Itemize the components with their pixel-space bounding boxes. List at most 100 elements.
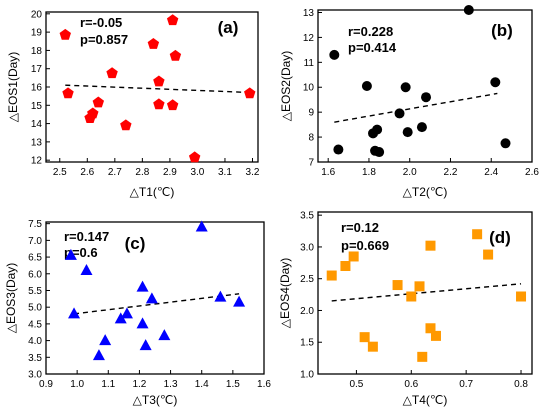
x-tick-label: 2.9 xyxy=(163,167,177,178)
data-point xyxy=(106,67,118,79)
x-tick-label: 2.6 xyxy=(80,167,94,178)
x-tick-label: 2.7 xyxy=(108,167,122,178)
y-tick-label: 3.5 xyxy=(300,211,314,222)
data-point xyxy=(62,87,74,99)
x-tick-label: 1.1 xyxy=(101,379,115,390)
data-point xyxy=(406,291,417,302)
data-point xyxy=(359,332,370,343)
y-tick-label: 6.5 xyxy=(28,253,42,264)
y-tick-label: 7.5 xyxy=(28,219,42,230)
data-point xyxy=(153,98,165,110)
data-point xyxy=(425,240,436,251)
p-value: p=0.414 xyxy=(348,40,397,55)
x-tick-label: 3.0 xyxy=(190,167,204,178)
data-point xyxy=(64,248,77,260)
data-point xyxy=(472,229,483,240)
data-points xyxy=(59,14,256,163)
y-tick-label: 17 xyxy=(31,64,43,75)
data-point xyxy=(402,127,413,138)
panel-b: r=0.228 p=0.414 (b) △T2(℃) △EOS2(Day) 1.… xyxy=(279,5,539,199)
data-point xyxy=(158,329,171,341)
data-point xyxy=(153,75,165,87)
panel-label: (b) xyxy=(491,21,513,40)
data-point xyxy=(92,349,105,361)
y-axis-title: △EOS2(Day) xyxy=(279,51,293,122)
data-point xyxy=(421,92,432,103)
y-tick-label: 10 xyxy=(303,83,315,94)
data-point xyxy=(188,151,201,163)
y-tick-label: 5.5 xyxy=(28,286,42,297)
x-tick-label: 1.6 xyxy=(321,167,335,178)
data-point xyxy=(145,292,158,304)
y-axis-title: △EOS1(Day) xyxy=(6,52,20,123)
x-tick-label: 0.7 xyxy=(459,379,473,390)
data-point xyxy=(166,99,179,111)
panel-a: r=-0.05 p=0.857 (a) △T1(℃) △EOS1(Day) 2.… xyxy=(6,9,260,199)
panel-d: r=0.12 p=0.669 (d) △T4(℃) △EOS4(Day) 0.5… xyxy=(278,211,533,407)
data-point xyxy=(99,334,112,346)
x-tick-label: 2.5 xyxy=(53,167,67,178)
y-tick-label: 9 xyxy=(308,108,314,119)
x-tick-label: 2.6 xyxy=(525,167,539,178)
data-point xyxy=(114,312,127,324)
x-tick-label: 2.0 xyxy=(403,167,417,178)
x-tick-label: 0.9 xyxy=(39,379,53,390)
data-point xyxy=(68,307,81,319)
p-value: p=0.857 xyxy=(80,32,128,47)
y-tick-label: 8 xyxy=(308,133,314,144)
data-point xyxy=(80,263,93,275)
y-tick-label: 15 xyxy=(31,101,43,112)
x-tick-label: 2.8 xyxy=(135,167,149,178)
trend-line xyxy=(73,293,240,315)
data-point xyxy=(329,49,340,60)
y-tick-label: 14 xyxy=(31,119,43,130)
data-point xyxy=(374,147,385,158)
data-point xyxy=(425,323,436,334)
y-tick-label: 3.0 xyxy=(28,370,42,381)
x-tick-label: 3.2 xyxy=(246,167,260,178)
x-tick-label: 1.2 xyxy=(132,379,146,390)
data-point xyxy=(516,291,527,302)
x-tick-label: 0.5 xyxy=(349,379,363,390)
axis-ticks: 0.9 1.0 1.1 1.2 1.3 1.4 1.5 1.6 3.0 3.5 4.0 4.5 5.0 5… xyxy=(28,219,271,390)
x-tick-label: 3.1 xyxy=(218,167,232,178)
y-tick-label: 13 xyxy=(31,137,43,148)
x-tick-label: 2.4 xyxy=(484,167,498,178)
panel-label: (c) xyxy=(125,234,146,253)
x-tick-label: 1.4 xyxy=(195,379,209,390)
data-point xyxy=(244,87,256,99)
y-tick-label: 1.0 xyxy=(300,370,314,381)
data-point xyxy=(120,119,132,131)
data-point xyxy=(136,317,149,329)
trend-line xyxy=(331,283,522,302)
y-tick-label: 11 xyxy=(304,58,315,69)
data-point xyxy=(136,280,149,292)
data-point xyxy=(490,77,501,88)
p-value: p=0.669 xyxy=(341,238,389,253)
x-tick-label: 0.8 xyxy=(514,379,528,390)
axis-ticks: 2.5 2.6 2.7 2.8 2.9 3.0 3.1 3.2 12 13 14 15 16 17 18 19… xyxy=(31,9,260,178)
y-tick-label: 4.5 xyxy=(28,319,42,330)
r-value: r=0.12 xyxy=(341,220,379,235)
panel-label: (a) xyxy=(218,18,239,37)
y-tick-label: 5.0 xyxy=(28,303,42,314)
y-tick-label: 7 xyxy=(308,158,314,169)
y-tick-label: 2.5 xyxy=(300,274,314,285)
y-tick-label: 18 xyxy=(31,46,43,57)
y-tick-label: 2.0 xyxy=(300,306,314,317)
panel-c: r=0.147 p=0.6 (c) △T3(℃) △EOS3(Day) 0.9 1… xyxy=(4,219,271,407)
data-point xyxy=(394,108,405,119)
data-point xyxy=(372,124,383,135)
data-point xyxy=(147,38,160,49)
y-tick-label: 6.0 xyxy=(28,269,42,280)
data-point xyxy=(361,81,372,91)
y-tick-label: 1.5 xyxy=(300,338,314,349)
y-tick-label: 20 xyxy=(31,9,43,20)
data-point xyxy=(195,220,208,232)
y-tick-label: 7.0 xyxy=(28,236,42,247)
data-point xyxy=(214,290,227,302)
data-point xyxy=(120,307,133,319)
panel-label: (d) xyxy=(489,228,511,247)
x-axis-title: △T3(℃) xyxy=(133,393,178,407)
